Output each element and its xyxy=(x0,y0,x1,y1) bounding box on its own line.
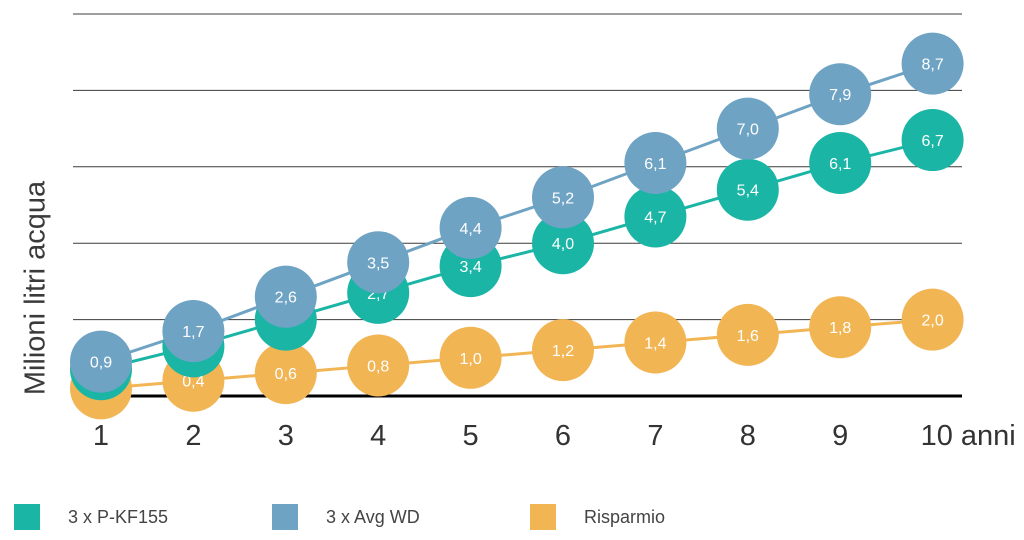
data-label: 4,4 xyxy=(459,221,481,238)
x-tick-label: 4 xyxy=(370,420,386,452)
data-label: 7,9 xyxy=(829,87,851,104)
data-label: 1,2 xyxy=(552,343,574,360)
data-label: 1,8 xyxy=(829,320,851,337)
legend-label-p-kf155: 3 x P-KF155 xyxy=(68,506,169,527)
data-point-marker xyxy=(532,166,594,229)
data-point-marker xyxy=(254,342,317,405)
data-point-marker xyxy=(901,288,964,351)
data-label: 7,0 xyxy=(737,122,759,139)
data-point-marker xyxy=(347,334,410,397)
data-label: 1,4 xyxy=(644,336,666,353)
data-label: 1,7 xyxy=(182,324,204,341)
data-label: 8,7 xyxy=(921,57,943,74)
data-label: 4,7 xyxy=(644,209,666,226)
data-point-marker xyxy=(901,109,964,172)
series-line xyxy=(100,62,934,364)
data-point-marker xyxy=(70,330,132,393)
legend-swatch-risparmio xyxy=(530,504,556,530)
data-point-marker xyxy=(901,32,964,95)
x-tick-label: 2 xyxy=(185,420,201,452)
data-label: 0,9 xyxy=(90,355,112,372)
legend-label-risparmio: Risparmio xyxy=(584,506,666,527)
data-point-marker xyxy=(439,326,502,389)
data-label: 4,0 xyxy=(552,236,574,253)
data-label: 3,4 xyxy=(459,259,481,276)
data-label: 6,1 xyxy=(644,156,666,173)
x-tick-label: 1 xyxy=(93,420,109,452)
data-point-marker xyxy=(716,158,779,221)
data-label: 6,7 xyxy=(921,133,943,150)
data-point-marker xyxy=(809,131,872,194)
legend-label-avg-wd: 3 x Avg WD xyxy=(326,506,420,527)
legend-item-risparmio: Risparmio xyxy=(530,504,665,530)
x-tick-label: 7 xyxy=(647,420,663,452)
data-point-marker xyxy=(716,97,779,160)
legend: 3 x P-KF155 3 x Avg WD Risparmio xyxy=(0,504,1024,538)
data-point-marker xyxy=(532,212,594,275)
legend-item-p-kf155: 3 x P-KF155 xyxy=(14,504,168,530)
data-point-marker xyxy=(809,296,872,359)
gridlines xyxy=(73,13,962,398)
y-axis-label: Milioni litri acqua xyxy=(19,180,52,396)
data-label: 0,4 xyxy=(182,374,204,391)
x-tick-label: 10 anni xyxy=(921,420,1016,452)
x-tick-label: 3 xyxy=(278,420,294,452)
data-label: 5,2 xyxy=(552,190,574,207)
data-label: 1,6 xyxy=(737,328,759,345)
data-point-marker xyxy=(624,311,687,374)
legend-swatch-avg-wd xyxy=(272,504,298,530)
data-point-marker xyxy=(439,196,502,259)
x-tick-label: 9 xyxy=(832,420,848,452)
x-tick-label: 5 xyxy=(463,420,479,452)
data-label: 0,6 xyxy=(275,366,297,383)
data-label: 6,1 xyxy=(829,156,851,173)
series-line xyxy=(100,318,933,390)
x-tick-label: 6 xyxy=(555,420,571,452)
data-point-marker xyxy=(254,265,317,328)
data-point-marker xyxy=(809,63,872,126)
data-point-marker xyxy=(716,303,779,366)
x-axis-ticks: 1 2 3 4 5 6 7 8 9 10 anni xyxy=(93,420,1016,452)
series-layer: 0,20,40,60,81,01,21,41,61,82,00,71,32,02… xyxy=(70,32,964,420)
line-chart: 0,20,40,60,81,01,21,41,61,82,00,71,32,02… xyxy=(70,13,1016,452)
data-label: 2,6 xyxy=(275,290,297,307)
data-label: 3,5 xyxy=(367,255,389,272)
data-point-marker xyxy=(624,131,687,194)
series-line xyxy=(100,138,933,371)
legend-swatch-p-kf155 xyxy=(14,504,40,530)
x-tick-label: 8 xyxy=(740,420,756,452)
data-point-marker xyxy=(347,231,410,294)
data-label: 0,8 xyxy=(367,358,389,375)
legend-item-avg-wd: 3 x Avg WD xyxy=(272,504,420,530)
data-point-marker xyxy=(624,185,687,248)
data-label: 2,0 xyxy=(921,313,943,330)
data-label: 5,4 xyxy=(737,183,759,200)
data-point-marker xyxy=(162,300,225,363)
data-point-marker xyxy=(532,319,594,382)
data-label: 1,0 xyxy=(459,351,481,368)
